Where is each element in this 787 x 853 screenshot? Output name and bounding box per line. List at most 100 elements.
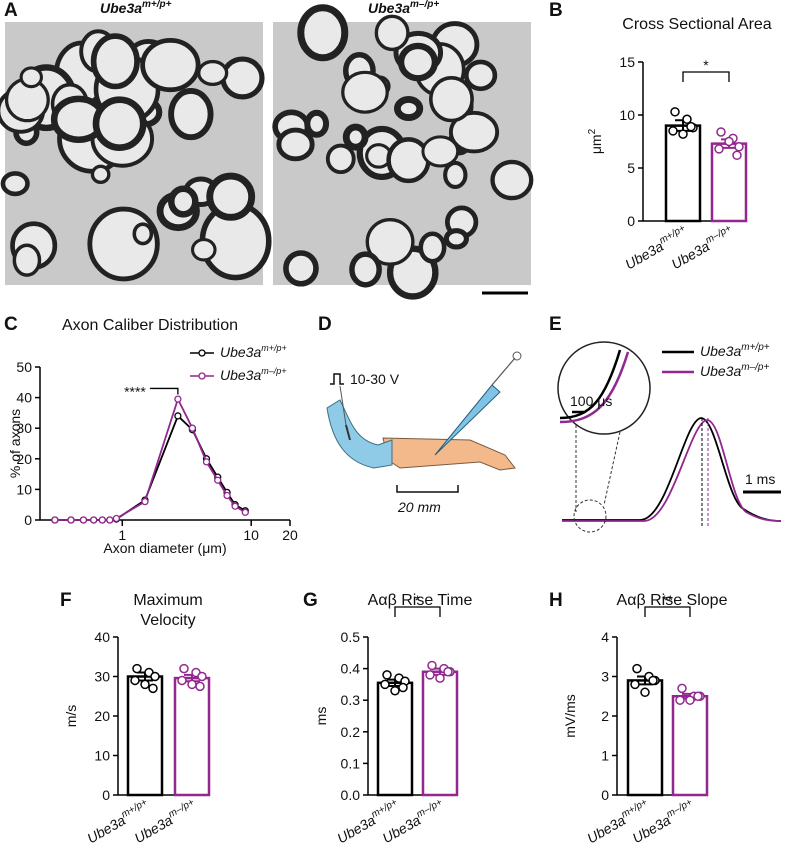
x-tick-label-sup: m+/p+ bbox=[619, 797, 649, 821]
axon bbox=[90, 164, 111, 185]
y-tick-label: 0 bbox=[627, 213, 635, 229]
y-tick-label: 4 bbox=[601, 629, 609, 645]
x-tick-label-sup: m–/p+ bbox=[665, 797, 695, 821]
data-point bbox=[668, 126, 678, 136]
y-tick-label: 20 bbox=[94, 708, 110, 724]
panel-letter: D bbox=[318, 314, 332, 335]
chart-title: Aαβ Rise Slope bbox=[617, 592, 728, 609]
data-point bbox=[188, 424, 197, 432]
y-axis-label: ms bbox=[313, 707, 329, 726]
legend-label: Ube3am+/p+ bbox=[220, 343, 287, 360]
significance-label: **** bbox=[124, 383, 146, 399]
data-point bbox=[686, 121, 696, 132]
x-tick-label-sup: m+/p+ bbox=[119, 797, 149, 821]
bar bbox=[626, 679, 664, 797]
data-point bbox=[716, 127, 726, 137]
x-tick-label: 20 bbox=[282, 527, 298, 543]
legend-label: Ube3am–/p+ bbox=[700, 362, 769, 379]
x-tick-label-base: Ube3a bbox=[629, 812, 673, 847]
significance-bracket bbox=[682, 71, 730, 82]
data-point bbox=[67, 516, 75, 524]
chart-title: Maximum bbox=[133, 592, 202, 609]
legend-label-sup: m+/p+ bbox=[261, 343, 287, 353]
axon bbox=[206, 172, 256, 221]
axon bbox=[443, 160, 468, 190]
axon bbox=[386, 137, 431, 184]
data-point bbox=[132, 663, 142, 674]
y-tick-label: 5 bbox=[627, 160, 635, 176]
y-tick-label: 0 bbox=[102, 787, 110, 803]
legend-label-sup: m+/p+ bbox=[741, 342, 770, 353]
panel-letter: B bbox=[549, 0, 563, 21]
y-axis-label-base: ms bbox=[313, 707, 329, 726]
y-tick-label: 2 bbox=[601, 708, 609, 724]
axon bbox=[190, 238, 217, 262]
legend-marker bbox=[198, 349, 206, 357]
significance-label: ** bbox=[662, 592, 673, 608]
data-point bbox=[174, 395, 182, 403]
x-tick-label-sup: m+/p+ bbox=[369, 797, 399, 821]
data-point bbox=[648, 675, 658, 686]
bar bbox=[173, 676, 211, 797]
panel-letter: E bbox=[549, 314, 562, 335]
data-point bbox=[732, 150, 742, 161]
axon bbox=[448, 110, 500, 154]
data-point bbox=[630, 679, 640, 690]
y-tick-label: 20 bbox=[16, 451, 32, 467]
chart-title: Aαβ Rise Time bbox=[368, 592, 473, 609]
data-point bbox=[435, 673, 445, 683]
axon bbox=[19, 66, 43, 89]
bar bbox=[421, 670, 459, 797]
y-tick-label: 0 bbox=[24, 512, 32, 528]
voltage-label: 10-30 V bbox=[350, 371, 400, 387]
micrograph-label-base: Ube3a bbox=[368, 0, 410, 16]
y-tick-label: 30 bbox=[94, 669, 110, 685]
y-tick-label: 0.4 bbox=[341, 661, 361, 677]
axon bbox=[429, 76, 474, 123]
y-axis-label: % of axons bbox=[7, 409, 23, 478]
y-axis-label-base: mV/ms bbox=[562, 694, 578, 738]
y-axis-label-base: m/s bbox=[63, 705, 79, 728]
axon bbox=[168, 185, 199, 218]
panel-letter: F bbox=[60, 590, 72, 611]
data-point bbox=[112, 514, 121, 523]
axon bbox=[220, 56, 265, 100]
legend-label-base: Ube3a bbox=[700, 343, 741, 359]
legend-label-sup: m–/p+ bbox=[261, 366, 286, 376]
chart-title: Cross Sectional Area bbox=[622, 16, 772, 33]
data-point bbox=[390, 685, 400, 696]
legend-label-base: Ube3a bbox=[220, 367, 261, 383]
y-axis-label-sup: 2 bbox=[587, 128, 598, 134]
y-tick-label: 10 bbox=[619, 107, 635, 123]
axon bbox=[325, 143, 356, 175]
micrograph-label-sup: m–/p+ bbox=[410, 0, 439, 10]
axon bbox=[90, 33, 140, 90]
axon bbox=[393, 96, 424, 121]
micrograph-label-base: Ube3a bbox=[100, 0, 142, 16]
y-tick-label: 0.0 bbox=[341, 787, 361, 803]
y-axis-label: mV/ms bbox=[562, 694, 578, 738]
data-point bbox=[150, 671, 160, 682]
y-tick-label: 30 bbox=[16, 420, 32, 436]
data-point bbox=[685, 695, 695, 705]
axon bbox=[276, 127, 315, 162]
series-line bbox=[54, 398, 246, 521]
bar bbox=[671, 695, 709, 797]
data-point bbox=[382, 670, 392, 680]
axon bbox=[342, 123, 369, 151]
y-tick-label: 10 bbox=[16, 481, 32, 497]
data-point bbox=[677, 683, 687, 694]
legend-marker bbox=[198, 372, 206, 380]
data-point bbox=[90, 516, 98, 524]
data-point bbox=[148, 683, 158, 694]
data-point bbox=[734, 142, 744, 152]
x-tick-label-base: Ube3a bbox=[622, 238, 666, 273]
chart-title: Axon Caliber Distribution bbox=[62, 317, 238, 334]
x-tick-label-base: Ube3a bbox=[131, 812, 175, 847]
trace-diagram bbox=[557, 341, 782, 533]
data-point bbox=[174, 412, 182, 420]
axon bbox=[297, 4, 349, 62]
panel-letter: C bbox=[4, 314, 18, 335]
data-point bbox=[177, 675, 187, 686]
data-point bbox=[678, 129, 688, 139]
